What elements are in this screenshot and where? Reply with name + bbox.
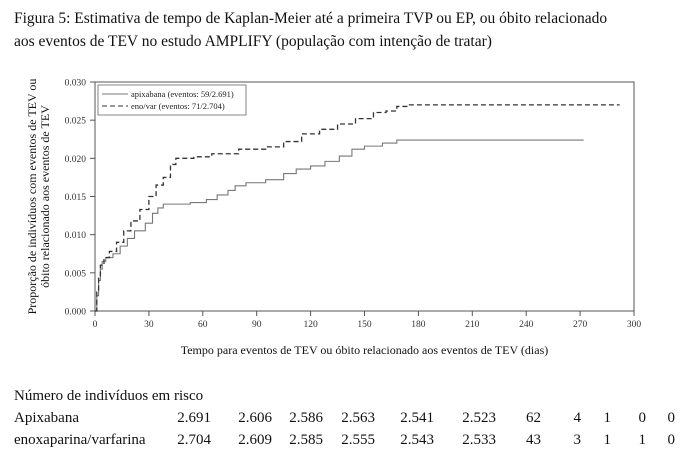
risk-value: 2.533 [462,432,496,448]
caption-line-2: aos eventos de TEV no estudo AMPLIFY (po… [14,33,492,50]
risk-value: 2.609 [238,432,272,448]
risk-value: 0 [667,432,676,448]
x-axis-label: Tempo para eventos de TEV ou óbito relac… [181,343,549,357]
legend-label: eno/var (eventos: 71/2.704) [131,101,225,111]
x-tick-label: 90 [252,320,262,330]
x-tick-label: 270 [573,320,588,330]
risk-value: 2.523 [462,410,496,426]
x-tick-label: 0 [93,320,98,330]
x-tick-label: 180 [411,320,426,330]
x-tick-label: 120 [303,320,318,330]
risk-value: 1 [603,410,612,426]
risk-value: 2.555 [341,432,375,448]
risk-value: 2.563 [341,410,375,426]
risk-value: 3 [573,432,582,448]
risk-row-label: enoxaparina/varfarina [14,432,146,448]
x-tick-label: 30 [144,320,154,330]
risk-value: 0 [638,410,647,426]
risk-value: 2.704 [177,432,211,448]
y-tick-label: 0.010 [65,231,87,241]
risk-value: 2.691 [177,410,211,426]
x-tick-label: 300 [627,320,642,330]
legend-label: apixabana (eventos: 59/2.691) [131,89,234,99]
x-tick-label: 60 [198,320,208,330]
figure-caption: Figura 5: Estimativa de tempo de Kaplan-… [14,7,679,53]
risk-value: 62 [526,410,541,426]
legend-box [97,84,247,116]
risk-row-label: Apixabana [14,410,79,426]
y-tick-label: 0.000 [65,308,87,318]
y-tick-label: 0.005 [65,269,87,279]
risk-value: 2.586 [289,410,323,426]
plot-frame [94,81,635,312]
risk-value: 1 [603,432,612,448]
risk-value: 2.585 [289,432,323,448]
y-tick-label: 0.025 [65,117,87,127]
risk-value: 0 [667,410,676,426]
x-tick-label: 150 [357,320,372,330]
y-tick-label: 0.020 [65,155,87,165]
series-line-apixabana [95,139,584,312]
series-line-enoxaparina-varfarina [95,104,620,312]
risk-value: 1 [638,432,647,448]
caption-line-1: Figura 5: Estimativa de tempo de Kaplan-… [14,10,608,27]
risk-value: 4 [573,410,582,426]
x-tick-label: 210 [465,320,480,330]
y-tick-label: 0.030 [65,79,87,89]
risk-value: 43 [526,432,541,448]
km-chart: 0 30 60 90 120 150 180 210 240 270 300 0.000 0.005 0.… [25,79,642,358]
y-axis-label: óbito relacionado aos eventos de TEV [38,105,52,288]
y-axis-label: Proporção de indivíduos com eventos de T… [25,79,39,315]
y-tick-label: 0.015 [65,193,87,203]
risk-table-title: Número de indivíduos em risco [14,388,204,404]
risk-value: 2.606 [238,410,272,426]
risk-value: 2.541 [400,410,434,426]
risk-value: 2.543 [400,432,434,448]
x-tick-label: 240 [519,320,534,330]
